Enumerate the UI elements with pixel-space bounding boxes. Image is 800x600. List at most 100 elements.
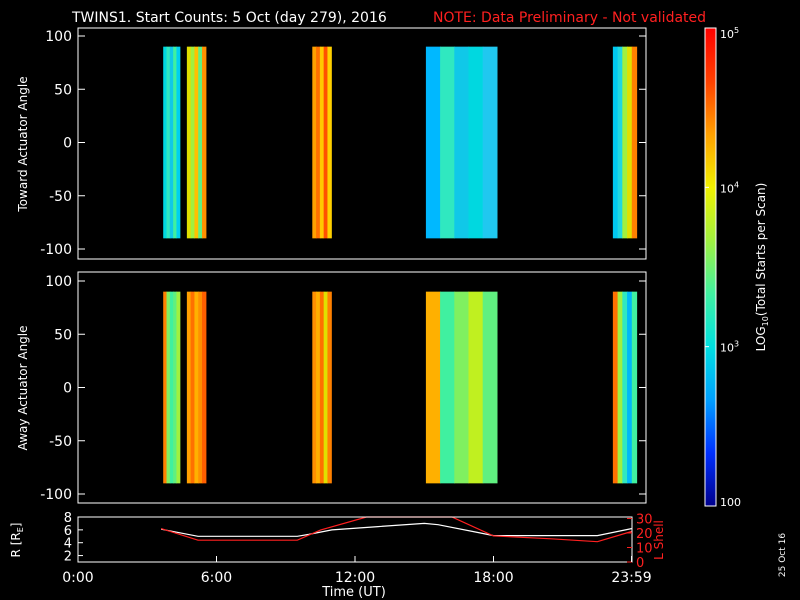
orbit-right-tick-label: 20 — [636, 527, 653, 542]
toward-y-axis-label: Toward Actuator Angle — [16, 76, 30, 212]
heatmap-column — [327, 291, 332, 484]
heatmap-column — [612, 46, 619, 239]
colorbar-frame — [704, 27, 717, 507]
heatmap-segment-away-4 — [612, 291, 638, 484]
heatmap-column — [425, 291, 441, 484]
heatmap-column — [454, 46, 470, 239]
heatmap-column — [312, 46, 317, 239]
toward-heatmap-panel: 100 50 0 -50 -100 Toward Actuator Angle — [16, 27, 647, 260]
heatmap-column — [194, 291, 199, 484]
heatmap-column — [482, 291, 498, 484]
colorbar-tick-label: 104 — [720, 180, 739, 195]
y-tick-label: 100 — [45, 29, 72, 45]
heatmap-column — [319, 291, 325, 484]
x-tick-label: 0:00 — [62, 570, 93, 586]
heatmap-column — [166, 46, 171, 239]
heatmap-column — [440, 46, 455, 239]
heatmap-column — [186, 291, 192, 484]
heatmap-column — [631, 291, 638, 484]
colorbar-tick-label: 100 — [720, 496, 741, 509]
heatmap-segment-away-1 — [186, 291, 207, 484]
date-stamp: 25 Oct 16 — [778, 533, 788, 577]
l-shell-line — [160, 516, 632, 543]
orbit-right-tick-label: 30 — [636, 512, 653, 527]
y-tick-label: 0 — [63, 381, 72, 397]
y-tick-label: 50 — [54, 327, 72, 343]
heatmap-column — [176, 291, 181, 484]
heatmap-segment-toward-0 — [163, 46, 181, 239]
x-tick-label: 18:00 — [473, 570, 513, 586]
heatmap-column — [186, 46, 192, 239]
heatmap-segment-away-0 — [163, 291, 181, 484]
heatmap-column — [316, 291, 321, 484]
y-tick-label: 100 — [45, 274, 72, 290]
colorbar-ticks: 105 104 103 100 — [705, 26, 741, 509]
heatmap-segment-toward-4 — [612, 46, 638, 239]
away-y-axis: 100 50 0 -50 -100 — [40, 274, 646, 503]
toward-heatmap-data — [163, 46, 638, 239]
orbit-left-tick-label: 2 — [64, 550, 72, 565]
colorbar-gradient — [705, 28, 716, 506]
orbit-left-tick-label: 6 — [64, 524, 72, 539]
x-tick-label: 23:59 — [611, 570, 651, 586]
orbit-left-tick-label: 4 — [64, 537, 72, 552]
heatmap-column — [190, 46, 196, 239]
heatmap-column — [468, 46, 484, 239]
x-tick-label: 6:00 — [201, 570, 232, 586]
orbit-right-axis-label: L Shell — [652, 520, 666, 560]
heatmap-column — [482, 46, 498, 239]
r-distance-line — [160, 522, 632, 537]
heatmap-column — [627, 291, 633, 484]
heatmap-column — [194, 46, 199, 239]
y-tick-label: 50 — [54, 82, 72, 98]
heatmap-column — [173, 291, 178, 484]
y-tick-label: -100 — [40, 242, 72, 258]
time-axis-label: Time (UT) — [321, 585, 386, 600]
heatmap-column — [169, 291, 174, 484]
heatmap-column — [323, 291, 329, 484]
y-tick-label: -50 — [49, 189, 72, 205]
orbit-right-tick-label: 10 — [636, 541, 653, 556]
heatmap-column — [202, 46, 207, 239]
heatmap-column — [163, 46, 168, 239]
heatmap-column — [617, 291, 623, 484]
heatmap-column — [198, 46, 203, 239]
heatmap-column — [327, 46, 332, 239]
y-tick-label: -50 — [49, 434, 72, 450]
heatmap-column — [166, 291, 171, 484]
heatmap-segment-toward-3 — [425, 46, 498, 239]
preliminary-note: NOTE: Data Preliminary - Not validated — [433, 10, 706, 26]
heatmap-column — [163, 291, 168, 484]
x-tick-label: 12:00 — [335, 570, 375, 586]
heatmap-column — [169, 46, 174, 239]
away-y-axis-label: Away Actuator Angle — [16, 325, 30, 450]
y-tick-label: 0 — [63, 136, 72, 152]
orbit-lines — [160, 516, 632, 543]
orbit-left-axis-label: R [RE] — [9, 523, 25, 558]
heatmap-column — [202, 291, 207, 484]
heatmap-column — [454, 291, 470, 484]
colorbar-tick-label: 103 — [720, 340, 739, 355]
orbit-right-tick-label: 0 — [636, 556, 644, 571]
heatmap-segment-away-2 — [312, 291, 332, 484]
orbit-left-tick-label: 8 — [64, 511, 72, 526]
away-heatmap-panel: 100 50 0 -50 -100 Away Actuator Angle — [16, 271, 647, 504]
heatmap-column — [631, 46, 638, 239]
heatmap-column — [176, 46, 181, 239]
heatmap-column — [316, 46, 321, 239]
heatmap-column — [190, 291, 196, 484]
colorbar-tick-label: 105 — [720, 26, 739, 41]
heatmap-column — [468, 291, 484, 484]
heatmap-segment-toward-1 — [186, 46, 207, 239]
heatmap-column — [622, 291, 628, 484]
heatmap-column — [440, 291, 455, 484]
heatmap-column — [323, 46, 329, 239]
toward-plot-frame — [77, 27, 647, 260]
heatmap-column — [617, 46, 623, 239]
colorbar-label: LOG10(Total Starts per Scan) — [754, 183, 770, 352]
heatmap-column — [425, 46, 441, 239]
heatmap-column — [627, 46, 633, 239]
